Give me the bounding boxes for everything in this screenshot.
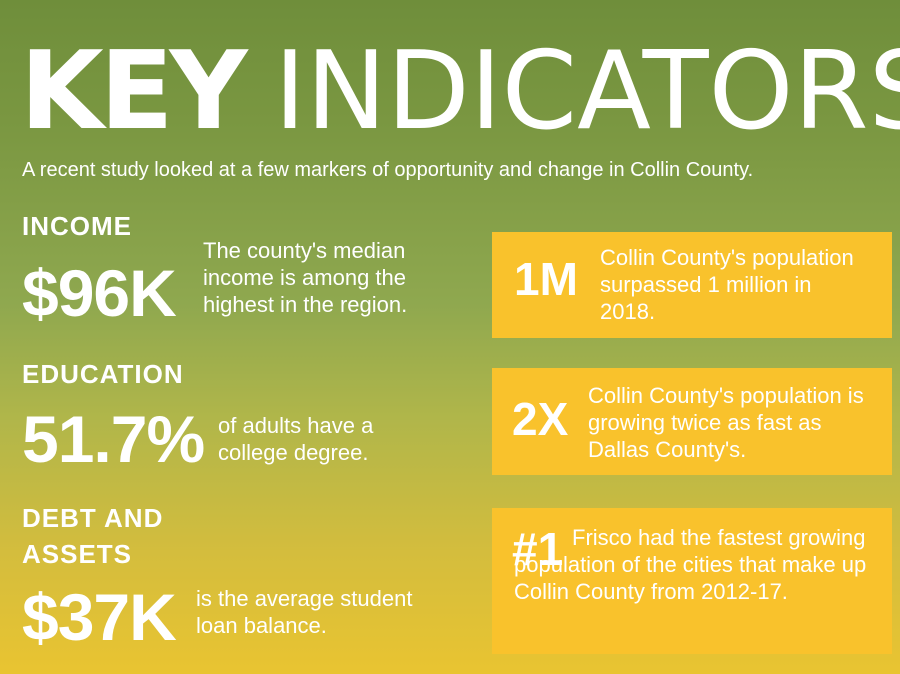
stat-card-text: Collin County's population surpassed 1 m… xyxy=(600,245,854,324)
stat-card-growth: 2X Collin County's population is growing… xyxy=(492,368,892,475)
stat-card-frisco: #1 Frisco had the fastest growing popula… xyxy=(492,508,892,654)
stat-card-text: Frisco had the fastest growing populatio… xyxy=(514,525,867,604)
stat-card-figure: 2X xyxy=(512,393,569,445)
indicator-category: EDUCATION xyxy=(22,359,184,389)
indicator-figure: 51.7% xyxy=(22,402,205,476)
title-bold: KEY xyxy=(20,29,248,154)
indicator-figure: $37K xyxy=(22,580,177,654)
indicator-description: The county's median income is among the … xyxy=(203,238,408,317)
indicator-category: DEBT AND ASSETS xyxy=(22,503,164,569)
indicator-description: is the average student loan balance. xyxy=(196,586,413,638)
stat-card-text: Collin County's population is growing tw… xyxy=(588,383,864,462)
page-title: KEY INDICATORS xyxy=(20,38,900,146)
page-subtitle: A recent study looked at a few markers o… xyxy=(22,159,754,181)
title-light: INDICATORS xyxy=(274,29,900,154)
indicator-description: of adults have a college degree. xyxy=(218,413,374,465)
stat-card-figure: 1M xyxy=(514,253,578,305)
indicator-figure: $96K xyxy=(22,256,177,330)
stat-card-figure: #1 xyxy=(512,523,564,575)
stat-card-population: 1M Collin County's population surpassed … xyxy=(492,232,892,338)
indicator-category: INCOME xyxy=(22,211,132,241)
